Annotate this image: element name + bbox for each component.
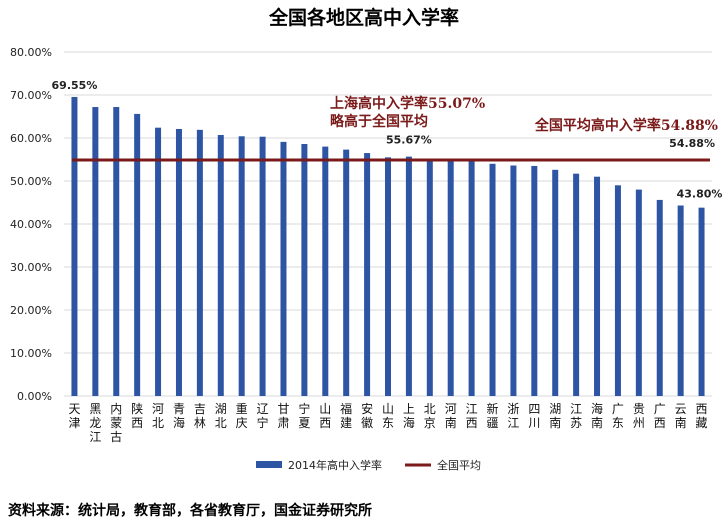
bar	[698, 207, 705, 396]
bar	[343, 149, 350, 396]
data-label-average: 54.88%	[669, 137, 715, 150]
source-note: 资料来源：统计局，教育部，各省教育厅，国金证券研究所	[8, 503, 372, 519]
bar	[385, 157, 391, 396]
x-tick-label: 云南	[675, 402, 687, 430]
y-tick-label: 0.00%	[17, 390, 52, 403]
x-tick-label: 内蒙古	[110, 402, 122, 444]
bar	[552, 169, 559, 396]
bar	[405, 156, 412, 396]
y-tick-label: 40.00%	[10, 218, 52, 231]
x-tick-label: 广西	[654, 402, 666, 430]
annotation-national-average: 全国平均高中入学率54.88%	[534, 117, 718, 134]
bar	[301, 144, 308, 396]
bar	[134, 113, 141, 397]
x-tick-label: 吉林	[194, 402, 206, 430]
bars	[71, 96, 705, 397]
bar	[614, 185, 621, 396]
x-tick-label: 广东	[612, 402, 624, 430]
data-label-tianjin: 69.55%	[52, 79, 98, 92]
legend-bar-label: 2014年高中入学率	[288, 458, 382, 472]
x-tick-label: 四川	[528, 402, 540, 430]
x-tick-label: 重庆	[236, 402, 248, 430]
x-tick-label: 湖南	[549, 401, 561, 430]
bar	[468, 160, 475, 396]
data-label-shanghai: 55.67%	[386, 134, 432, 147]
bar	[280, 141, 287, 396]
x-tick-label: 山东	[382, 402, 394, 430]
y-tick-label: 80.00%	[10, 46, 52, 59]
x-tick-label: 福建	[340, 401, 352, 430]
x-tick-label: 天津	[68, 402, 80, 430]
y-tick-label: 50.00%	[10, 175, 52, 188]
bar	[259, 136, 266, 396]
bar	[71, 96, 78, 396]
x-tick-label: 山西	[319, 402, 331, 430]
bar	[217, 134, 224, 397]
legend: 2014年高中入学率 全国平均	[256, 458, 481, 472]
annotations: 上海高中入学率55.07%略高于全国平均 全国平均高中入学率54.88%	[330, 95, 718, 134]
bar	[531, 165, 538, 396]
bar	[322, 146, 329, 396]
x-axis-labels: 天津黑龙江内蒙古陕西河北青海吉林湖北重庆辽宁甘肃宁夏山西福建安徽山东上海北京河南…	[68, 401, 707, 444]
x-tick-label: 上海	[403, 402, 415, 430]
y-tick-label: 30.00%	[10, 261, 52, 274]
x-tick-label: 黑龙江	[89, 402, 101, 444]
annotation-shanghai-rate: 上海高中入学率55.07%	[330, 95, 485, 112]
bar	[489, 163, 496, 396]
x-tick-label: 西藏	[696, 402, 708, 430]
y-axis-ticks: 0.00% 10.00% 20.00% 30.00% 40.00% 50.00% 60.00…	[10, 46, 52, 403]
bar	[92, 107, 99, 396]
x-tick-label: 贵州	[633, 402, 645, 430]
x-tick-label: 安徽	[361, 401, 373, 430]
data-labels: 69.55% 55.67% 43.80% 54.88%	[52, 79, 723, 201]
y-tick-label: 70.00%	[10, 89, 52, 102]
x-tick-label: 河南	[445, 402, 457, 430]
annotation-shanghai-compare: 略高于全国平均	[330, 113, 428, 130]
x-tick-label: 浙江	[507, 402, 519, 430]
bar	[113, 107, 120, 396]
bar	[635, 189, 642, 396]
bar	[447, 160, 454, 396]
bar	[175, 128, 182, 396]
x-tick-label: 海南	[591, 401, 603, 430]
x-tick-label: 甘肃	[277, 402, 289, 430]
data-label-tibet: 43.80%	[677, 188, 723, 201]
x-tick-label: 江苏	[570, 402, 582, 430]
y-tick-label: 20.00%	[10, 304, 52, 317]
y-tick-label: 10.00%	[10, 347, 52, 360]
bar	[155, 127, 162, 397]
x-tick-label: 新疆	[487, 401, 499, 430]
x-tick-label: 陕西	[131, 401, 143, 430]
bar	[196, 129, 203, 396]
x-tick-label: 湖北	[215, 401, 227, 430]
bar	[510, 165, 517, 396]
bar	[426, 160, 433, 396]
x-tick-label: 辽宁	[257, 402, 269, 430]
bar	[656, 199, 663, 396]
chart-title: 全国各地区高中入学率	[268, 6, 459, 29]
bar	[573, 173, 580, 396]
bar	[238, 136, 245, 396]
x-tick-label: 北京	[424, 402, 436, 430]
bar	[594, 176, 601, 396]
bar	[364, 153, 371, 396]
x-tick-label: 青海	[173, 402, 185, 430]
x-tick-label: 宁夏	[298, 401, 310, 430]
legend-bar-swatch	[256, 461, 282, 468]
x-tick-label: 河北	[152, 402, 164, 430]
bar	[677, 205, 684, 396]
legend-line-label: 全国平均	[437, 458, 481, 472]
x-tick-label: 江西	[466, 402, 478, 430]
y-tick-label: 60.00%	[10, 132, 52, 145]
